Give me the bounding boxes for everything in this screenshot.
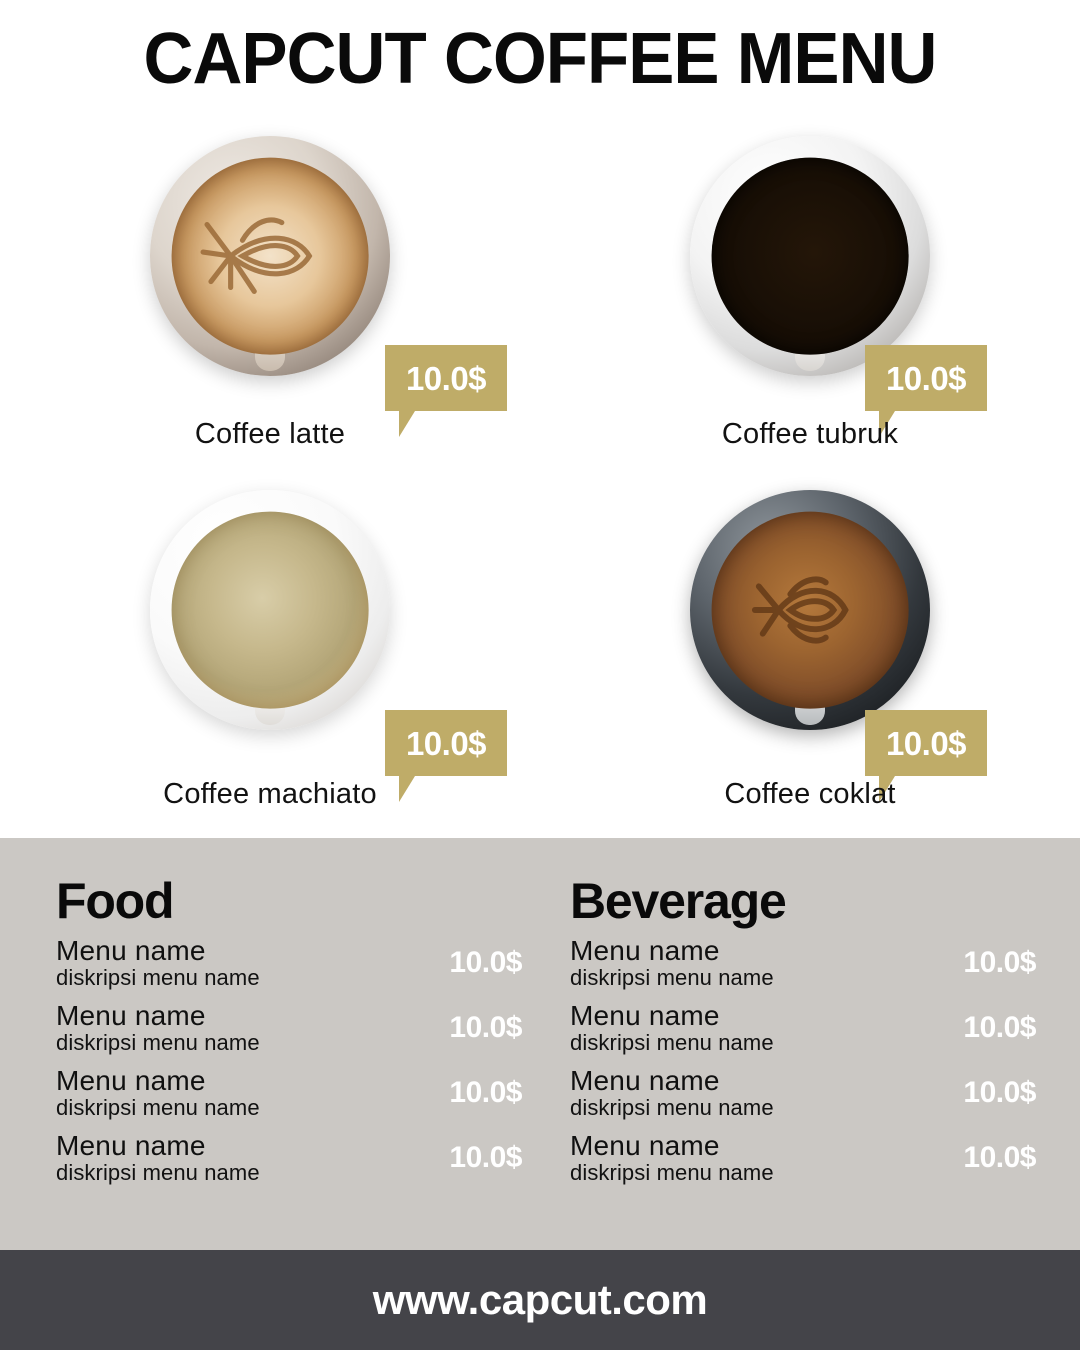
- menu-item-desc: diskripsi menu name: [56, 965, 260, 991]
- menu-text-block: Menu name diskripsi menu name: [570, 1064, 949, 1121]
- price-badge: 10.0$: [865, 345, 987, 437]
- menu-text-block: Menu name diskripsi menu name: [56, 1064, 435, 1121]
- coffee-showcase-grid: 10.0$ Coffee latte 10.0$ Coffee tubruk: [0, 130, 1080, 830]
- price-value: 10.0$: [885, 724, 967, 762]
- menu-row[interactable]: Menu name diskripsi menu name 10.0$: [570, 1129, 1036, 1186]
- menu-item-desc: diskripsi menu name: [570, 965, 774, 991]
- coffee-card-0[interactable]: 10.0$ Coffee latte: [0, 130, 540, 480]
- bubble-tail: [879, 411, 895, 437]
- footer-bar: www.capcut.com: [0, 1250, 1080, 1350]
- menu-row[interactable]: Menu name diskripsi menu name 10.0$: [56, 1064, 522, 1121]
- cocoa-latte-art-icon: [712, 512, 909, 709]
- menu-item-name: Menu name: [570, 1064, 720, 1096]
- coffee-cup-image-coklat: [690, 490, 930, 730]
- menu-text-block: Menu name diskripsi menu name: [56, 1129, 435, 1186]
- menu-item-price: 10.0$: [963, 946, 1036, 980]
- menu-item-name: Menu name: [570, 1129, 720, 1161]
- menu-item-name: Menu name: [56, 1129, 206, 1161]
- coffee-item-name: Coffee machiato: [163, 778, 377, 810]
- website-url[interactable]: www.capcut.com: [372, 1276, 708, 1323]
- price-badge: 10.0$: [385, 345, 507, 437]
- menu-text-block: Menu name diskripsi menu name: [56, 999, 435, 1056]
- coffee-liquid: [711, 157, 909, 355]
- coffee-item-name: Coffee tubruk: [721, 418, 899, 450]
- menu-row[interactable]: Menu name diskripsi menu name 10.0$: [570, 935, 1036, 991]
- coffee-cup-image-latte: [150, 136, 390, 376]
- menu-item-desc: diskripsi menu name: [56, 1094, 260, 1120]
- price-badge: 10.0$: [385, 710, 507, 802]
- menu-row[interactable]: Menu name diskripsi menu name 10.0$: [56, 935, 522, 991]
- menu-text-block: Menu name diskripsi menu name: [570, 999, 949, 1056]
- menu-row[interactable]: Menu name diskripsi menu name 10.0$: [570, 999, 1036, 1056]
- menu-item-price: 10.0$: [963, 1076, 1036, 1110]
- menu-item-price: 10.0$: [963, 1141, 1036, 1174]
- menu-item-name: Menu name: [56, 935, 206, 966]
- menu-item-name: Menu name: [570, 999, 720, 1031]
- menu-text-block: Menu name diskripsi menu name: [570, 935, 949, 991]
- section-title: Food: [56, 873, 175, 929]
- menu-section-food: Food Menu name diskripsi menu name 10.0$…: [56, 876, 522, 1250]
- rosetta-latte-art-icon: [172, 158, 369, 355]
- menu-item-price: 10.0$: [449, 1141, 522, 1174]
- bubble-tail: [879, 776, 895, 802]
- coffee-cup-image-tubruk: [690, 136, 930, 376]
- menu-item-price: 10.0$: [449, 1011, 522, 1045]
- menu-item-desc: diskripsi menu name: [570, 1030, 774, 1056]
- menu-item-desc: diskripsi menu name: [56, 1159, 260, 1185]
- menu-item-price: 10.0$: [449, 1076, 522, 1110]
- coffee-item-name: Coffee coklat: [724, 778, 896, 810]
- page-title: CAPCUT COFFEE MENU: [143, 19, 938, 99]
- menu-item-name: Menu name: [56, 1064, 206, 1096]
- section-title: Beverage: [570, 873, 787, 929]
- menu-item-desc: diskripsi menu name: [56, 1030, 260, 1056]
- bubble-tail: [399, 776, 415, 802]
- price-badge: 10.0$: [865, 710, 987, 802]
- bubble-tail: [399, 411, 415, 437]
- menu-item-price: 10.0$: [963, 1011, 1036, 1045]
- coffee-item-name: Coffee latte: [194, 418, 346, 450]
- menu-item-desc: diskripsi menu name: [570, 1094, 774, 1120]
- coffee-card-2[interactable]: 10.0$ Coffee machiato: [0, 480, 540, 830]
- price-value: 10.0$: [405, 359, 487, 397]
- menu-section-beverage: Beverage Menu name diskripsi menu name 1…: [522, 876, 1036, 1250]
- menu-item-price: 10.0$: [449, 946, 522, 980]
- menu-item-desc: diskripsi menu name: [570, 1159, 774, 1185]
- coffee-liquid: [171, 511, 369, 709]
- menu-item-name: Menu name: [56, 999, 206, 1031]
- menu-item-name: Menu name: [570, 935, 720, 966]
- coffee-cup-image-machiato: [150, 490, 390, 730]
- menu-text-block: Menu name diskripsi menu name: [570, 1129, 949, 1186]
- menu-row[interactable]: Menu name diskripsi menu name 10.0$: [570, 1064, 1036, 1121]
- coffee-liquid: [171, 157, 369, 355]
- coffee-card-3[interactable]: 10.0$ Coffee coklat: [540, 480, 1080, 830]
- price-value: 10.0$: [405, 724, 487, 762]
- menu-row[interactable]: Menu name diskripsi menu name 10.0$: [56, 1129, 522, 1186]
- menu-text-block: Menu name diskripsi menu name: [56, 935, 435, 991]
- menu-panel: Food Menu name diskripsi menu name 10.0$…: [0, 838, 1080, 1250]
- menu-row[interactable]: Menu name diskripsi menu name 10.0$: [56, 999, 522, 1056]
- price-value: 10.0$: [885, 359, 967, 397]
- coffee-card-1[interactable]: 10.0$ Coffee tubruk: [540, 130, 1080, 480]
- coffee-liquid: [711, 511, 909, 709]
